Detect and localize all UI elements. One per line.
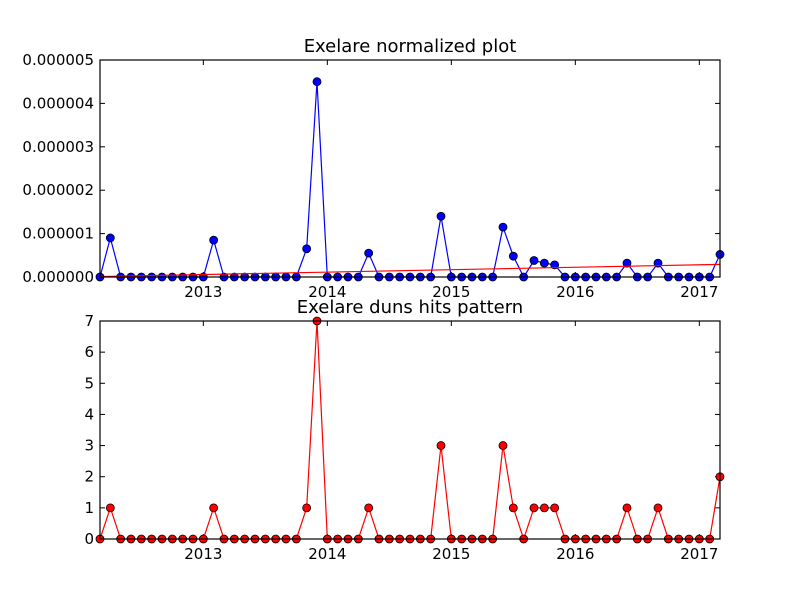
data-point bbox=[508, 503, 518, 513]
data-point bbox=[209, 235, 219, 245]
x-tick-label: 2015 bbox=[432, 283, 470, 301]
trend-line bbox=[99, 263, 721, 278]
data-point bbox=[498, 222, 508, 232]
x-tick-label: 2013 bbox=[184, 283, 222, 301]
data-point bbox=[498, 441, 508, 450]
x-tick-label: 2016 bbox=[556, 545, 594, 563]
data-point bbox=[364, 248, 374, 258]
x-tick-label: 2016 bbox=[556, 283, 594, 301]
series-line bbox=[99, 81, 721, 279]
y-tick-label: 1 bbox=[84, 499, 94, 517]
data-point bbox=[539, 258, 549, 268]
x-tick-label: 2014 bbox=[308, 545, 346, 563]
data-point bbox=[529, 256, 539, 265]
y-tick-label: 0.000002 bbox=[22, 181, 94, 199]
x-tick-label: 2013 bbox=[184, 545, 222, 563]
axes-frame bbox=[99, 59, 721, 278]
x-tick-label: 2017 bbox=[680, 545, 718, 563]
data-point bbox=[302, 244, 312, 254]
y-tick-label: 0.000004 bbox=[22, 94, 94, 112]
data-point bbox=[508, 251, 518, 261]
data-point bbox=[364, 503, 374, 513]
data-point bbox=[209, 503, 219, 513]
data-point bbox=[622, 503, 632, 513]
chart-title: Exelare duns hits pattern bbox=[297, 297, 523, 318]
data-point bbox=[622, 258, 632, 268]
data-point bbox=[105, 233, 115, 243]
y-tick-label: 0.000003 bbox=[22, 138, 94, 156]
data-point bbox=[105, 503, 115, 513]
y-tick-label: 6 bbox=[84, 343, 94, 361]
data-point bbox=[550, 503, 560, 513]
y-tick-label: 4 bbox=[84, 405, 94, 423]
axes-frame bbox=[99, 320, 721, 540]
y-tick-label: 0.000000 bbox=[22, 268, 94, 286]
x-tick-label: 2014 bbox=[308, 283, 346, 301]
y-tick-label: 0.000005 bbox=[22, 51, 94, 69]
y-tick-label: 7 bbox=[84, 312, 94, 330]
y-tick-label: 5 bbox=[84, 374, 94, 392]
data-point bbox=[653, 503, 663, 513]
y-tick-label: 0.000001 bbox=[22, 225, 94, 243]
data-point bbox=[529, 503, 539, 513]
x-tick-label: 2015 bbox=[432, 545, 470, 563]
data-point bbox=[436, 441, 446, 450]
data-point bbox=[312, 77, 322, 87]
data-point bbox=[436, 211, 446, 221]
chart-title: Exelare normalized plot bbox=[304, 36, 517, 57]
chart-2: Exelare duns hits pattern 0 1 2 3 4 5 6 7 2013 201… bbox=[84, 297, 725, 563]
data-point bbox=[539, 503, 549, 513]
chart-1: Exelare normalized plot 0.000000 0.000001 0… bbox=[22, 36, 725, 301]
y-tick-label: 3 bbox=[84, 437, 94, 455]
x-tick-label: 2017 bbox=[680, 283, 718, 301]
data-point bbox=[550, 260, 560, 270]
data-point bbox=[302, 503, 312, 513]
y-tick-label: 2 bbox=[84, 468, 94, 486]
y-tick-label: 0 bbox=[84, 530, 94, 548]
